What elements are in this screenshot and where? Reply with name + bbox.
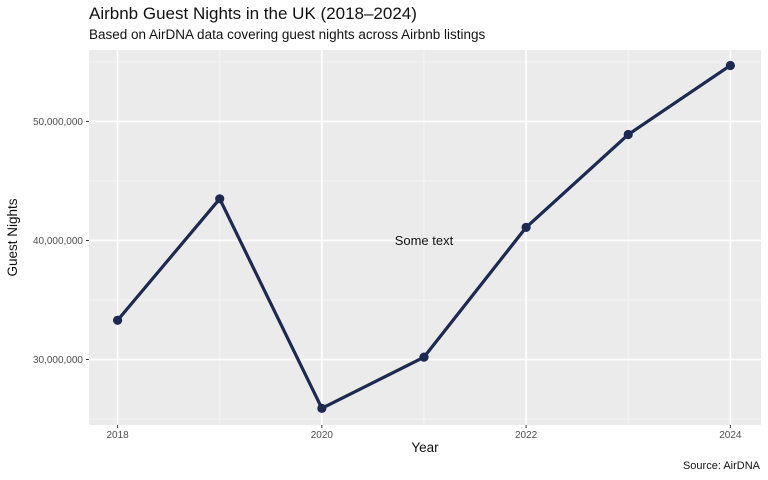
y-tick-label: 30,000,000 [33, 355, 83, 366]
y-tick-label: 40,000,000 [33, 236, 83, 247]
chart-caption: Source: AirDNA [682, 460, 760, 472]
data-point [317, 403, 327, 413]
x-tick-label: 2024 [719, 430, 742, 441]
data-point [725, 60, 735, 71]
data-point [623, 129, 633, 140]
x-tick-label: 2018 [106, 430, 129, 441]
data-point [215, 194, 225, 204]
data-point [521, 222, 531, 232]
data-point [419, 352, 429, 362]
annotation-text: Some text [395, 233, 454, 248]
x-axis: 2018 2020 2022 2024 [106, 425, 742, 441]
data-points [112, 60, 735, 413]
annotations: Some text [395, 233, 454, 248]
chart-title: Airbnb Guest Nights in the UK (2018–2024… [89, 4, 417, 23]
data-point [112, 315, 123, 325]
x-axis-title: Year [411, 440, 439, 455]
plot-panel [89, 50, 761, 425]
y-axis: 30,000,000 40,000,000 50,000,000 [33, 117, 89, 366]
y-tick-label: 50,000,000 [33, 117, 83, 128]
chart-subtitle: Based on AirDNA data covering guest nigh… [89, 27, 486, 42]
x-tick-label: 2020 [311, 430, 334, 441]
x-tick-label: 2022 [515, 430, 538, 441]
y-axis-title: Guest Nights [5, 198, 20, 276]
